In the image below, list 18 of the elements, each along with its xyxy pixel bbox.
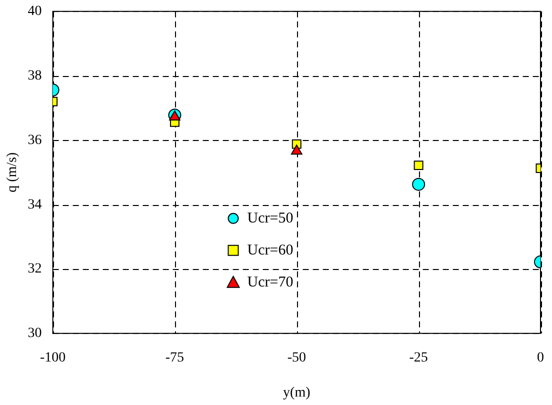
point (414, 160, 424, 170)
y-axis-title: q (m/s) (5, 152, 20, 192)
x-axis-title: y(m) (283, 385, 311, 400)
legend-label: Ucr=60 (247, 242, 294, 258)
y-tick-label: 32 (28, 262, 42, 277)
y-tick-label: 40 (28, 4, 42, 20)
x-tick-label: -75 (165, 350, 184, 366)
y-tick-label: 34 (28, 197, 42, 212)
x-tick-label: 0 (537, 350, 544, 366)
y-tick-label: 30 (28, 326, 42, 342)
legend-label: Ucr=50 (247, 210, 294, 226)
point (290, 144, 302, 155)
legend-label: Ucr=70 (247, 274, 294, 290)
x-tick-label: -25 (409, 350, 428, 366)
y-tick-label: 36 (28, 132, 42, 148)
x-tick-label: -100 (40, 350, 66, 366)
x-tick-label: -50 (287, 350, 306, 366)
y-tick-label: 38 (28, 68, 42, 84)
